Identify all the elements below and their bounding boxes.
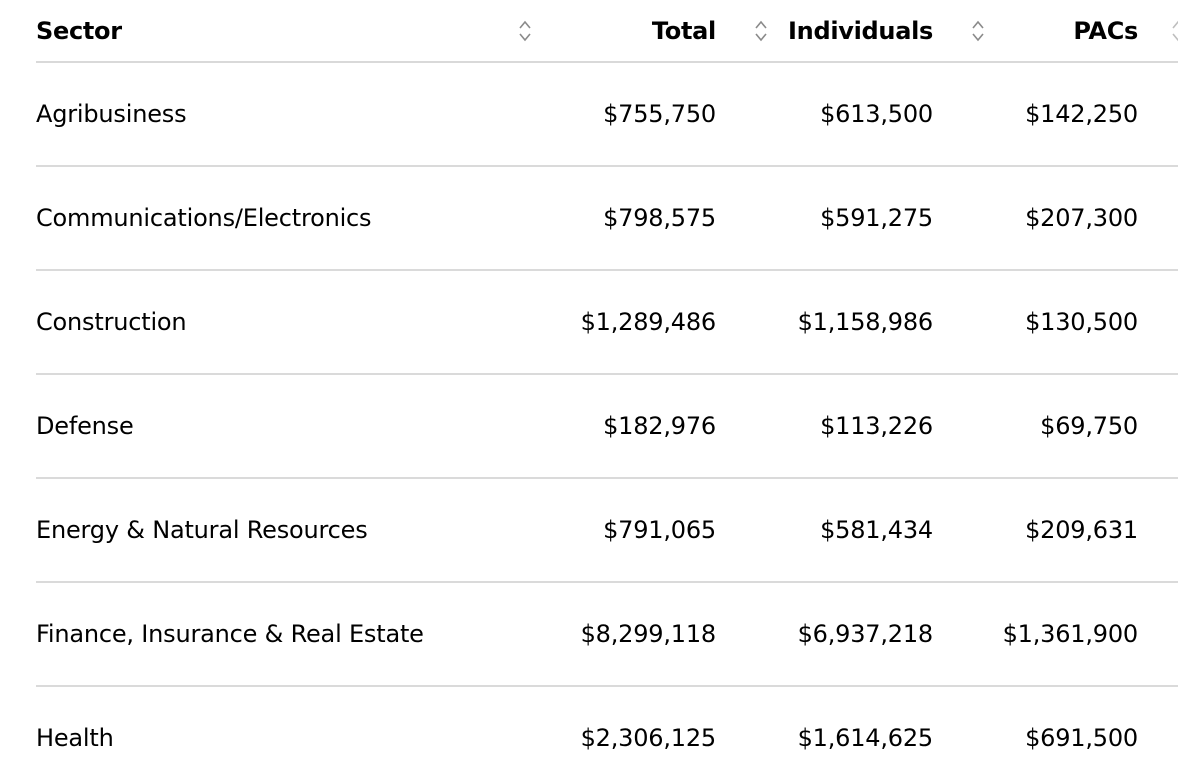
table-row: Construction $1,289,486 $1,158,986 $130,… (36, 270, 1178, 375)
cell-overflow (1138, 478, 1178, 583)
table-row: Agribusiness $755,750 $613,500 $142,250 (36, 62, 1178, 167)
sector-contributions-table: Sector Total Individuals (36, 0, 1178, 782)
column-header-individuals-label: Individuals (788, 16, 933, 45)
cell-sector: Energy & Natural Resources (36, 478, 516, 583)
cell-sector: Defense (36, 374, 516, 479)
cell-individuals: $581,434 (716, 478, 933, 583)
cell-overflow (1138, 582, 1178, 687)
column-header-pacs-label: PACs (1073, 16, 1138, 45)
cell-pacs: $207,300 (933, 166, 1138, 271)
cell-pacs: $209,631 (933, 478, 1138, 583)
column-header-individuals[interactable]: Individuals (716, 0, 984, 63)
column-header-overflow (1138, 0, 1178, 63)
cell-overflow (1138, 166, 1178, 271)
cell-pacs: $1,361,900 (933, 582, 1138, 687)
cell-pacs: $69,750 (933, 374, 1138, 479)
cell-individuals: $613,500 (716, 62, 933, 167)
cell-sector: Communications/Electronics (36, 166, 516, 271)
contributions-table-container: Sector Total Individuals (36, 0, 1178, 782)
table-row: Finance, Insurance & Real Estate $8,299,… (36, 582, 1178, 687)
cell-total: $182,976 (516, 374, 716, 479)
cell-sector: Construction (36, 270, 516, 375)
cell-overflow (1138, 62, 1178, 167)
column-header-pacs[interactable]: PACs (933, 0, 1178, 63)
column-header-total[interactable]: Total (516, 0, 767, 63)
cell-overflow (1138, 374, 1178, 479)
cell-individuals: $591,275 (716, 166, 933, 271)
table-row: Communications/Electronics $798,575 $591… (36, 166, 1178, 271)
cell-pacs: $142,250 (933, 62, 1138, 167)
cell-individuals: $6,937,218 (716, 582, 933, 687)
cell-pacs: $691,500 (1025, 724, 1138, 752)
cell-sector: Finance, Insurance & Real Estate (36, 582, 516, 687)
cell-individuals: $1,614,625 (797, 724, 934, 752)
header-row: Sector Total Individuals (36, 0, 1178, 63)
cell-total: $8,299,118 (516, 582, 716, 687)
cell-sector: Health (36, 724, 114, 752)
table-row: Energy & Natural Resources $791,065 $581… (36, 478, 1178, 583)
cell-overflow (1138, 270, 1178, 375)
cell-total: $798,575 (516, 166, 716, 271)
cell-total: $1,289,486 (516, 270, 716, 375)
table-header: Sector Total Individuals (36, 0, 1178, 63)
cell-pacs: $130,500 (933, 270, 1138, 375)
column-header-sector-label: Sector (36, 16, 122, 45)
column-header-total-label: Total (651, 16, 716, 45)
cell-total: $2,306,125 (580, 724, 717, 752)
cell-sector: Agribusiness (36, 62, 516, 167)
cell-total: $755,750 (516, 62, 716, 167)
table-row: Health $2,306,125 $1,614,625 $691,500 (36, 686, 1178, 782)
table-row: Defense $182,976 $113,226 $69,750 (36, 374, 1178, 479)
table-body: Agribusiness $755,750 $613,500 $142,250 … (36, 62, 1178, 782)
cell-individuals: $113,226 (716, 374, 933, 479)
cell-individuals: $1,158,986 (716, 270, 933, 375)
cell-total: $791,065 (516, 478, 716, 583)
column-header-sector[interactable]: Sector (36, 0, 531, 63)
cell-overflow (1138, 686, 1178, 782)
